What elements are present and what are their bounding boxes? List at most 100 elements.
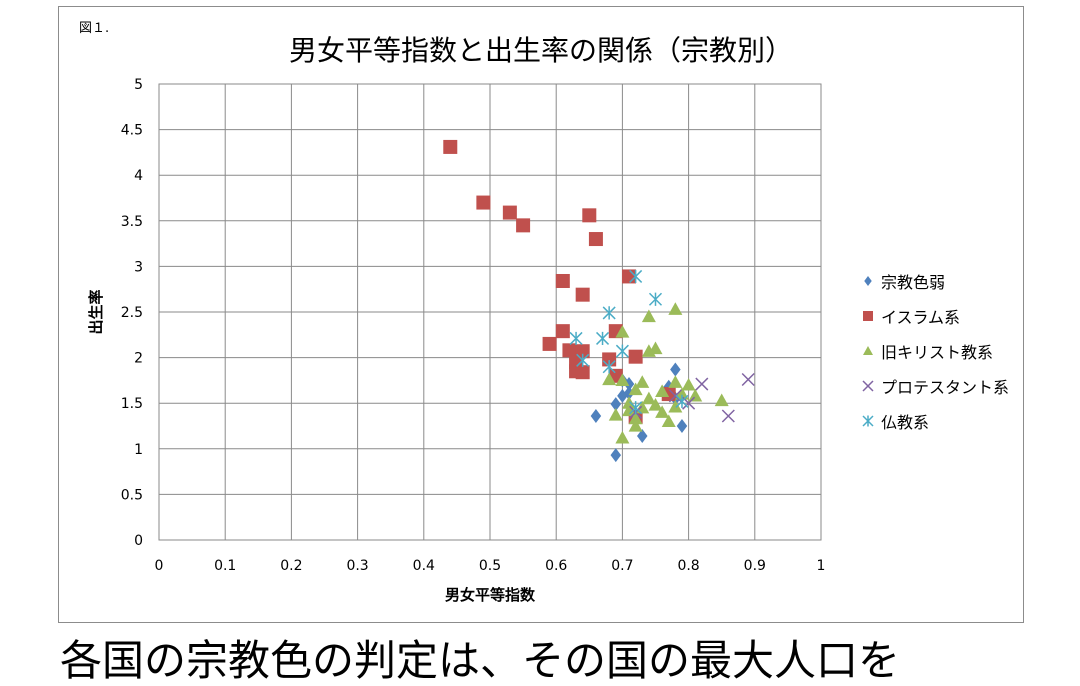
marker-shape	[596, 331, 610, 346]
legend-label: プロテスタント系	[881, 377, 1010, 397]
data-point	[714, 393, 729, 407]
data-point	[668, 399, 683, 413]
data-point	[668, 302, 683, 315]
marker-shape	[622, 269, 637, 284]
marker-shape	[602, 306, 616, 320]
marker-shape	[615, 430, 630, 444]
marker-shape	[590, 408, 602, 423]
x-tick-label: 0.5	[479, 558, 501, 574]
y-tick-label: 2.5	[121, 305, 143, 321]
data-point	[629, 401, 643, 415]
caption-text: 各国の宗教色の判定は、その国の最大人口を	[60, 636, 901, 685]
tick-labels: 0 0.5 1 1.5 2 2.5 3 3.5 4 4.5 5 0 0.1 0.2 0.3 0.4 0.5 0.6…	[121, 77, 826, 574]
y-axis-label: 出生率	[87, 289, 105, 334]
legend-marker-icon	[862, 414, 874, 427]
legend-label: イスラム系	[881, 307, 961, 327]
data-point	[688, 388, 703, 402]
data-point	[628, 349, 643, 364]
data-point	[542, 336, 557, 351]
marker-shape	[863, 310, 873, 321]
marker-shape	[674, 387, 689, 400]
marker-shape	[862, 414, 874, 427]
series-star	[569, 269, 689, 415]
plot-border	[158, 83, 822, 541]
data-point	[575, 287, 590, 302]
data-point	[641, 309, 656, 323]
x-tick-label: 0.1	[214, 558, 236, 574]
data-point	[476, 195, 491, 210]
marker-shape	[628, 349, 643, 364]
marker-shape	[602, 372, 617, 386]
legend-marker-icon	[862, 379, 874, 392]
legend-label: 旧キリスト教系	[881, 342, 994, 362]
marker-shape	[668, 375, 683, 388]
marker-shape	[695, 377, 709, 391]
marker-shape	[675, 394, 689, 408]
marker-shape	[668, 389, 682, 403]
legend-item: イスラム系	[859, 298, 1009, 333]
series-triangle	[602, 302, 729, 444]
marker-shape	[629, 269, 643, 284]
data-point	[562, 343, 577, 358]
legend-item: 旧キリスト教系	[859, 333, 1009, 368]
legend: 宗教色弱イスラム系旧キリスト教系 プロテスタント系仏教系	[859, 263, 1009, 438]
series-square	[443, 139, 676, 424]
data-point	[615, 325, 630, 338]
x-tick-label: 0	[155, 558, 164, 574]
y-tick-label: 1.5	[121, 396, 143, 412]
marker-shape	[676, 419, 688, 433]
data-point	[674, 387, 689, 400]
marker-shape	[655, 405, 670, 418]
data-point	[596, 331, 610, 346]
data-point	[681, 377, 696, 391]
legend-label: 宗教色弱	[881, 272, 946, 292]
data-point	[676, 419, 688, 433]
data-point	[675, 394, 689, 408]
marker-shape	[668, 399, 683, 413]
data-point	[668, 389, 682, 403]
x-tick-label: 0.2	[280, 558, 302, 574]
legend-marker-icon	[863, 310, 873, 321]
legend-marker-icon	[863, 345, 873, 355]
data-point	[502, 205, 517, 220]
data-point	[622, 403, 637, 417]
y-tick-label: 1	[134, 442, 143, 458]
data-point	[635, 375, 650, 388]
data-point	[575, 365, 590, 380]
data-point	[661, 414, 676, 428]
marker-shape	[864, 275, 872, 286]
marker-shape	[617, 388, 628, 403]
x-tick-label: 0.3	[346, 558, 368, 574]
data-point	[443, 139, 458, 154]
marker-shape	[615, 325, 630, 338]
marker-shape	[588, 232, 603, 247]
marker-shape	[542, 336, 557, 351]
data-point	[641, 391, 656, 405]
legend-item: 仏教系	[859, 403, 1009, 438]
grid	[158, 83, 822, 541]
marker-shape	[670, 362, 681, 377]
data-point	[575, 344, 590, 359]
marker-shape	[575, 287, 590, 302]
data-point	[590, 408, 602, 423]
y-tick-label: 5	[134, 77, 143, 93]
y-tick-label: 0	[134, 533, 143, 549]
legend-item: プロテスタント系	[859, 368, 1009, 403]
data-point	[695, 377, 709, 391]
marker-shape	[610, 448, 622, 463]
data-point	[602, 306, 616, 320]
marker-shape	[569, 331, 583, 346]
x-tick-label: 0.4	[413, 558, 435, 574]
marker-shape	[443, 139, 458, 154]
marker-shape	[641, 309, 656, 323]
data-point	[588, 232, 603, 247]
data-point	[615, 344, 629, 358]
marker-shape	[641, 391, 656, 405]
data-point	[637, 429, 648, 444]
data-point	[610, 448, 622, 463]
data-point	[615, 373, 630, 386]
x-tick-label: 0.6	[545, 558, 567, 574]
y-tick-label: 4	[134, 168, 143, 184]
marker-shape	[476, 195, 491, 210]
marker-shape	[721, 409, 735, 423]
